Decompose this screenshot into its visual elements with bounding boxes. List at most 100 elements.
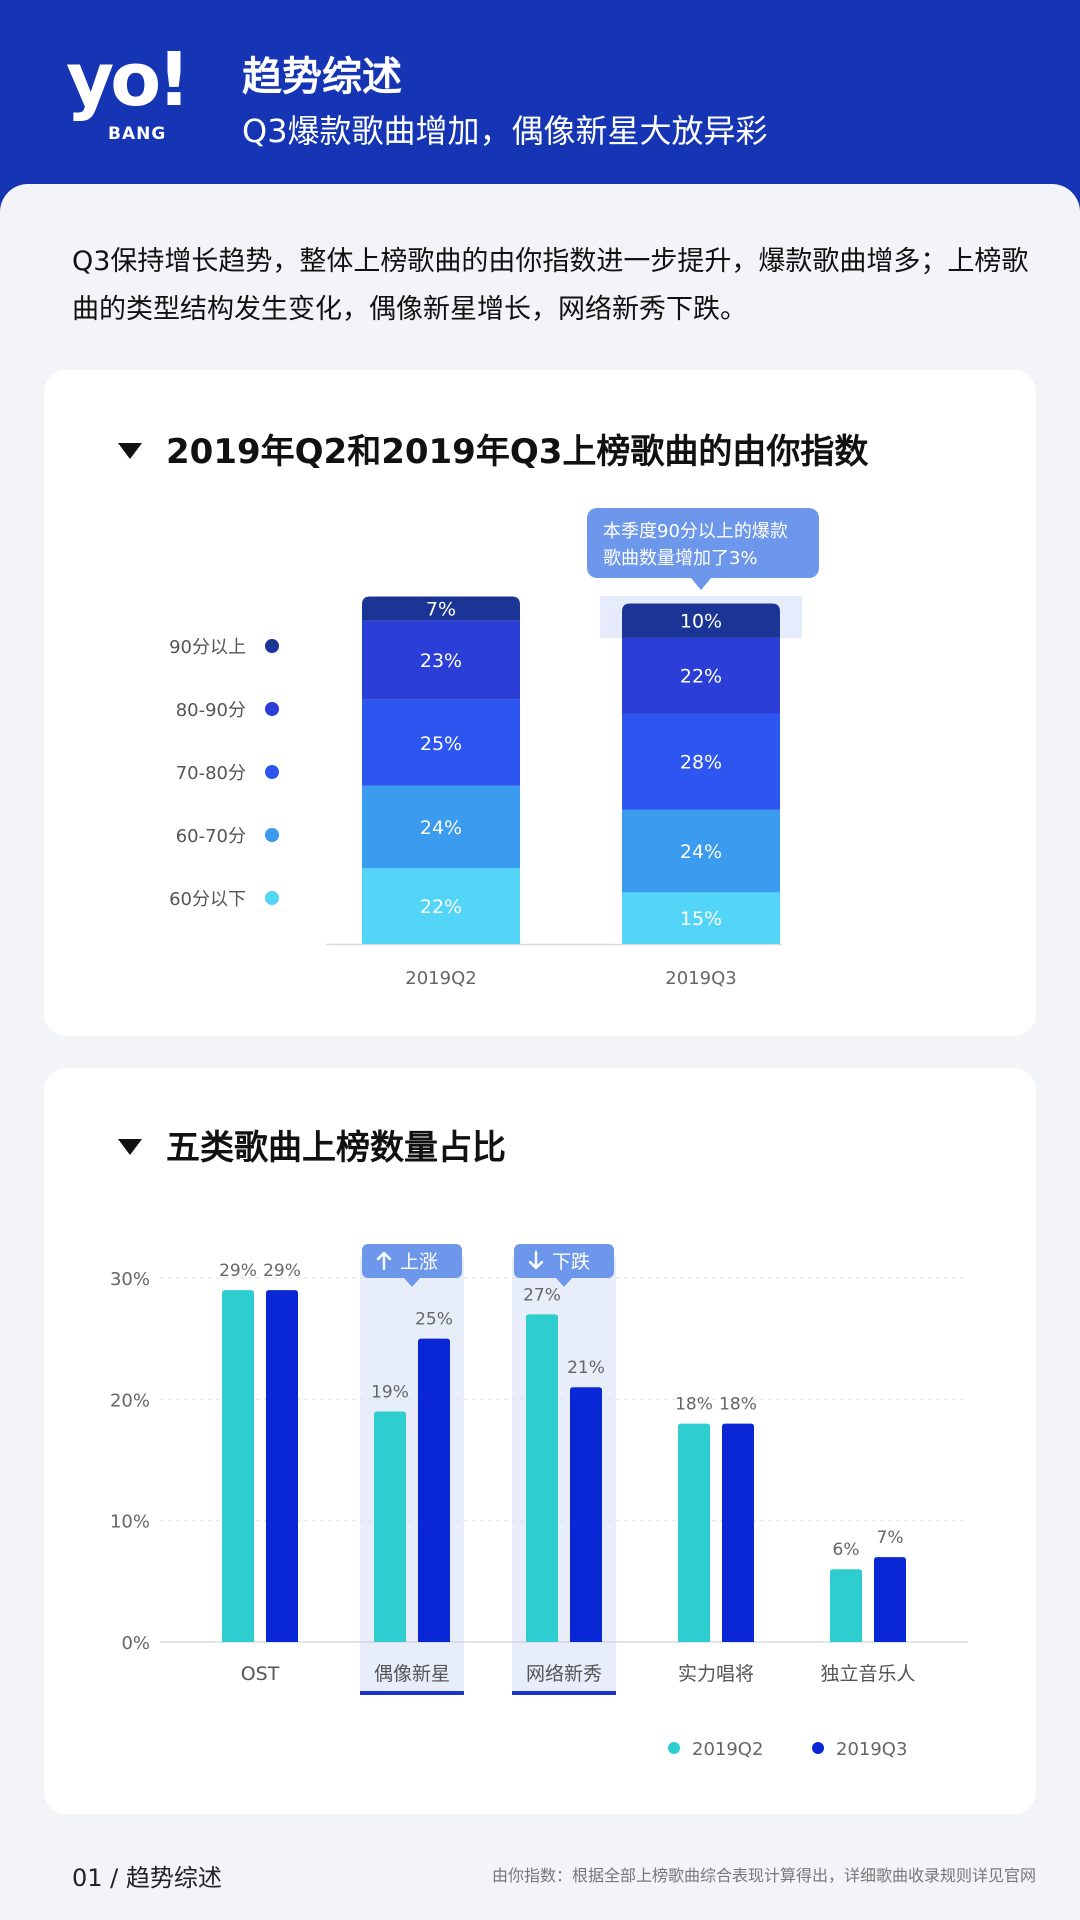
bar [678,1423,710,1642]
logo-mark: yo! [66,37,191,123]
legend-dot [265,702,279,716]
legend-dot [812,1742,824,1754]
score-chart-title: 2019年Q2和2019年Q3上榜歌曲的由你指数 [166,432,869,472]
bar-segment-label: 23% [420,650,462,672]
bar-segment-label: 24% [420,817,462,839]
bar-value-label: 18% [675,1395,713,1415]
legend-label: 60分以下 [169,889,246,910]
footer-page-label: 01 / 趋势综述 [72,1864,222,1892]
bar-value-label: 21% [567,1358,605,1378]
bar-value-label: 7% [877,1528,904,1548]
highlight-column-underline [360,1691,464,1695]
y-tick-label: 0% [121,1633,150,1654]
category-label: OST [241,1663,280,1685]
category-label: 网络新秀 [526,1663,602,1685]
legend-dot [265,828,279,842]
bar-segment-label: 24% [680,841,722,863]
bar [418,1338,450,1642]
badge-pointer [556,1278,572,1287]
callout-text-line: 歌曲数量增加了3% [603,548,758,569]
legend-label: 2019Q3 [836,1739,907,1760]
callout-box [587,508,819,578]
category-label: 2019Q2 [405,968,476,989]
bar [374,1411,406,1642]
category-label: 偶像新星 [374,1663,450,1685]
highlight-column-underline [512,1691,616,1695]
bar-segment [362,620,520,700]
header-banner: yo! BANG 趋势综述 Q3爆款歌曲增加，偶像新星大放异彩 [0,0,1080,200]
triangle-down-icon [118,442,142,459]
legend-label: 80-90分 [176,700,246,721]
type-chart-card: 五类歌曲上榜数量占比 0% 10% 20% 30% 29% 29% OST 19% 25% 偶像新… [44,1068,1036,1814]
badge-box [514,1244,614,1278]
bar [722,1423,754,1642]
logo-subtext: BANG [108,124,167,144]
badge-label: 上涨 [400,1251,438,1273]
bar [266,1290,298,1642]
arrow-down-icon [528,1250,544,1270]
bar-segment [622,809,780,893]
bar-segment-label: 25% [420,733,462,755]
category-label: 独立音乐人 [820,1663,915,1685]
y-tick-label: 30% [110,1269,150,1290]
callout-pointer [691,578,711,590]
bar [570,1387,602,1642]
arrow-up-icon [376,1251,392,1271]
page-subtitle: Q3爆款歌曲增加，偶像新星大放异彩 [242,112,768,150]
legend-dot [265,891,279,905]
badge-box [362,1244,462,1278]
category-label: 2019Q3 [665,968,736,989]
bar [222,1290,254,1642]
bar-segment-label: 22% [420,896,462,918]
bar [526,1314,558,1642]
callout-text-line: 本季度90分以上的爆款 [603,521,788,542]
bar-segment-label: 22% [680,666,722,688]
bar-segment-label: 7% [426,599,456,621]
category-label: 实力唱将 [678,1663,754,1685]
score-chart-card: 2019年Q2和2019年Q3上榜歌曲的由你指数 22% 24% 25% 23% 7% 2… [44,370,1036,1036]
trend-badge: 下跌 [514,1244,614,1287]
type-chart-title-row: 五类歌曲上榜数量占比 [118,1120,506,1169]
bar-segment-label: 15% [680,908,722,930]
trend-badge: 上涨 [362,1244,462,1287]
yobang-logo: yo! BANG [66,40,191,160]
score-chart-title-row: 2019年Q2和2019年Q3上榜歌曲的由你指数 [118,424,868,473]
bar-segment-label: 10% [680,611,722,633]
y-tick-label: 10% [110,1512,150,1533]
bar-segment [622,637,780,714]
footer-note: 由你指数：根据全部上榜歌曲综合表现计算得出，详细歌曲收录规则详见官网 [491,1866,1036,1885]
legend-label: 90分以上 [169,637,246,658]
bar-value-label: 29% [219,1261,257,1281]
bar-segment [362,868,520,944]
legend-dot [265,765,279,779]
bar [874,1557,906,1642]
bar-value-label: 27% [523,1285,561,1305]
bar-segment-label: 28% [680,752,722,774]
legend-label: 70-80分 [176,763,246,784]
bar-segment [362,785,520,869]
legend-label: 60-70分 [176,826,246,847]
bar-value-label: 6% [833,1540,860,1560]
y-tick-label: 20% [110,1390,150,1411]
legend-label: 2019Q2 [692,1739,763,1760]
bar-segment [622,603,780,638]
type-chart-title: 五类歌曲上榜数量占比 [166,1128,506,1168]
type-grouped-bar-chart: 0% 10% 20% 30% 29% 29% OST 19% 25% 偶像新星 27% 21% 网络新秀… [110,1244,968,1760]
bar-value-label: 29% [263,1261,301,1281]
bar [830,1569,862,1642]
bar-value-label: 18% [719,1395,757,1415]
badge-pointer [404,1278,420,1287]
bar-segment [622,713,780,810]
bar-value-label: 19% [371,1382,409,1402]
bar-segment [622,892,780,944]
score-stacked-bar-chart: 22% 24% 25% 23% 7% 2019Q2 15% 24% 28% 22% 10% 2019Q… [169,508,819,989]
legend-dot [668,1742,680,1754]
page-title: 趋势综述 [242,54,402,100]
intro-text: Q3保持增长趋势，整体上榜歌曲的由你指数进一步提升，爆款歌曲增多；上榜歌曲的类型… [72,246,1029,325]
badge-label: 下跌 [552,1251,590,1273]
bar-segment [362,699,520,786]
triangle-down-icon [118,1138,142,1155]
bar-segment [362,596,520,621]
legend-dot [265,639,279,653]
